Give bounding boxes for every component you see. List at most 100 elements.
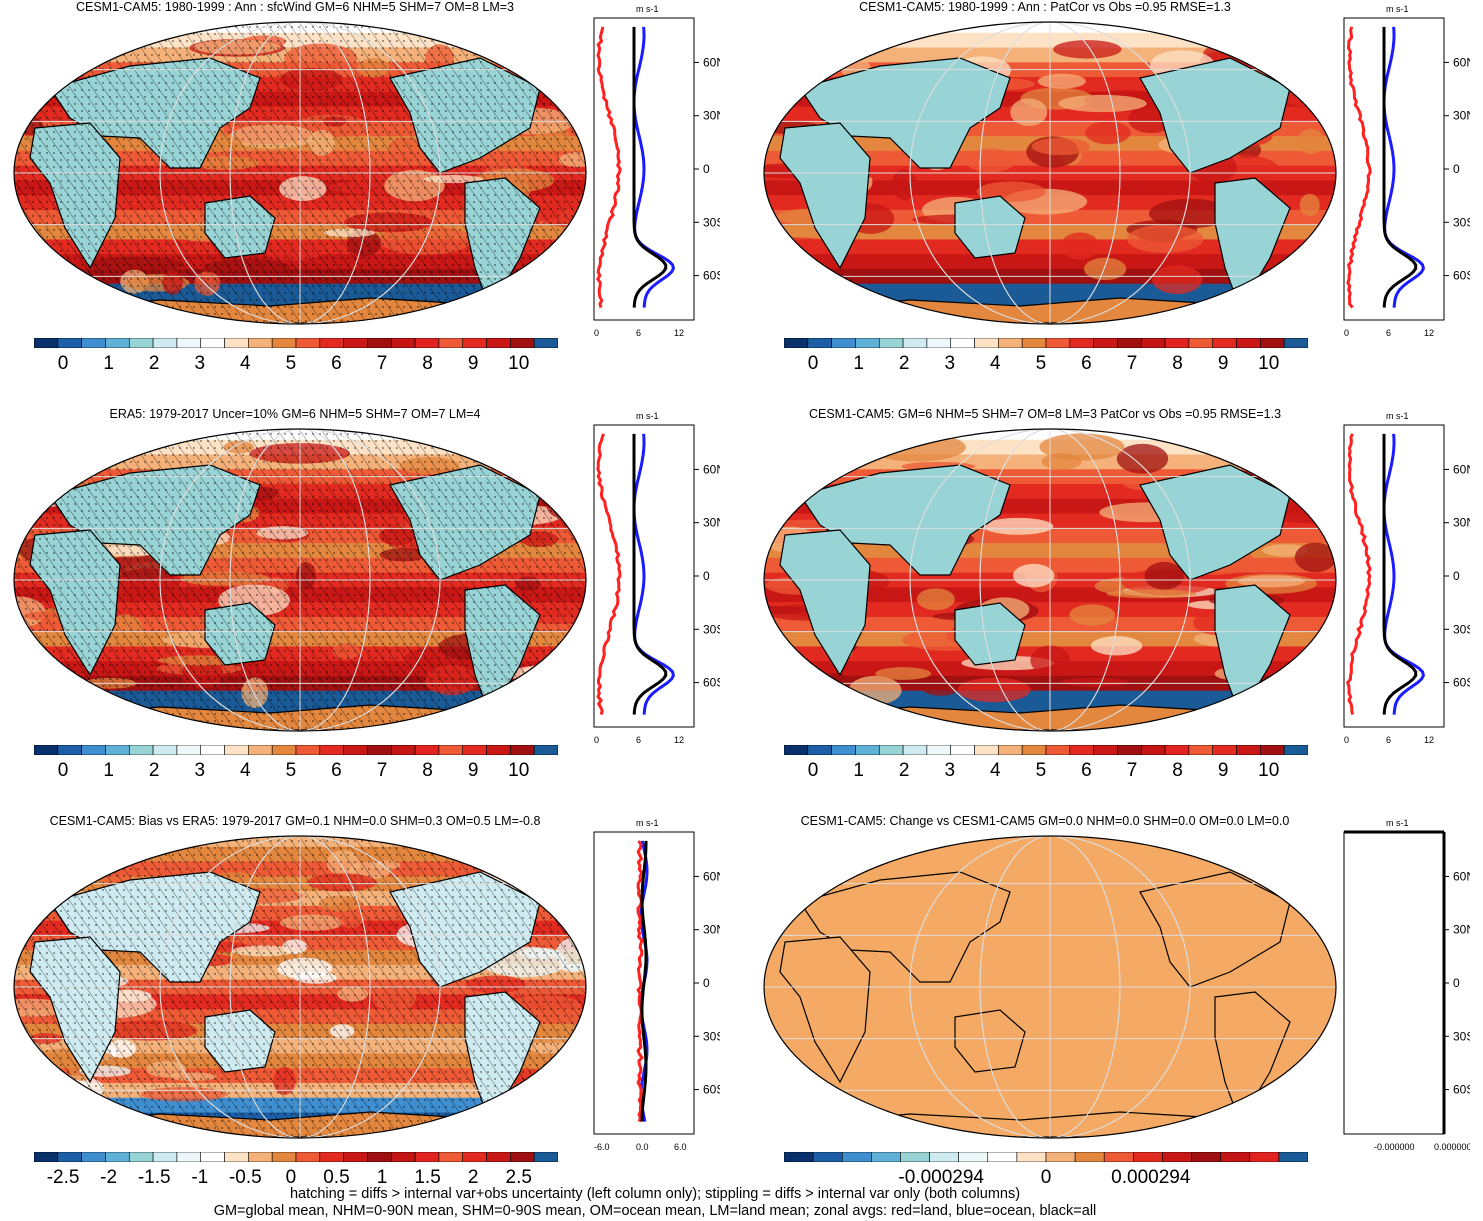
- zonal-x-tick-label: 6: [1386, 328, 1391, 338]
- colorbar-labels: 0 1 2 3 4 5 6 7 8 9 10: [34, 760, 558, 786]
- colorbar-bin: [902, 338, 928, 348]
- colorbar-bin: [1074, 1152, 1105, 1162]
- lat-tick-label: 60N: [1453, 869, 1470, 883]
- colorbar-label: 1: [103, 760, 114, 781]
- lat-tick-label: 30S: [1453, 1029, 1470, 1043]
- field-blotch: [539, 451, 586, 484]
- colorbar-label: 0: [57, 353, 69, 374]
- colorbar-labels: 0 1 2 3 4 5 6 7 8 9 10: [784, 760, 1308, 786]
- graticule-lon: [979, 22, 1121, 324]
- colorbar-bin: [1069, 745, 1094, 755]
- colorbar-bin: [438, 338, 464, 348]
- colorbar-label: 9: [467, 353, 479, 374]
- colorbar-bin: [390, 1152, 416, 1162]
- colorbar-bin: [855, 338, 880, 348]
- land-zonal-line: [1346, 26, 1372, 309]
- colorbar-label: 3: [194, 353, 206, 374]
- colorbar-bin: [831, 745, 856, 755]
- colorbar-label: 5: [285, 353, 297, 374]
- field-blotch: [1031, 137, 1090, 156]
- lat-tick-label: 60S: [703, 676, 720, 690]
- field-blotch: [1058, 94, 1147, 113]
- colorbar-label: 2: [148, 760, 160, 781]
- continent: [779, 122, 871, 270]
- map-border: [763, 835, 1337, 1139]
- colorbar-label: 2.5: [505, 1167, 532, 1188]
- colorbar-label: 2: [467, 1167, 479, 1188]
- lat-tick-label: 60N: [1453, 462, 1470, 476]
- colorbar-bin: [81, 1152, 106, 1162]
- colorbar-label: 1: [853, 760, 864, 781]
- colorbar-label: 6: [1081, 353, 1092, 374]
- zonal-x-tick-label: 12: [674, 328, 684, 338]
- colorbar-bin: [152, 745, 178, 755]
- colorbar-bin: [855, 745, 880, 755]
- colorbar-label: 3: [944, 760, 956, 781]
- colorbar-bin: [784, 745, 809, 755]
- colorbar-bin: [248, 1152, 273, 1162]
- continent: [1139, 464, 1291, 581]
- world-map: [13, 835, 587, 1139]
- colorbar-bin: [1236, 338, 1261, 348]
- colorbar-label: 10: [1258, 353, 1280, 374]
- colorbar-bin: [831, 338, 856, 348]
- colorbar-bin: [414, 1152, 440, 1162]
- field-blotch: [516, 673, 540, 703]
- colorbar-bin: [998, 338, 1023, 348]
- lat-tick-label: 60S: [703, 1083, 720, 1097]
- colorbar-bin: [1191, 1152, 1221, 1162]
- lat-tick-label: 0: [1453, 569, 1460, 583]
- panel-title: CESM1-CAM5: Change vs CESM1-CAM5 GM=0.0 …: [800, 814, 1290, 828]
- lat-tick-label: 30S: [703, 215, 720, 229]
- all-zonal-line: [1382, 433, 1418, 715]
- colorbar-bin: [1249, 1152, 1280, 1162]
- units-label: m s-1: [636, 411, 659, 421]
- colorbar-bin: [1140, 745, 1166, 755]
- all-zonal-line: [1382, 26, 1418, 308]
- colorbar-bin: [271, 338, 297, 348]
- colorbar-label: 4: [990, 353, 1001, 374]
- colorbar-label: 7: [376, 760, 388, 781]
- colorbar-bin: [176, 1152, 202, 1162]
- colorbar-label: 4: [990, 760, 1001, 781]
- colorbar-bin: [1260, 745, 1285, 755]
- continent: [954, 602, 1026, 666]
- colorbar-bin: [950, 338, 975, 348]
- field-blotch: [1010, 98, 1048, 127]
- colorbar-bin: [1164, 338, 1190, 348]
- colorbar-bin: [462, 745, 487, 755]
- colorbar-label: 4: [240, 760, 251, 781]
- colorbar-bin: [1278, 1152, 1308, 1162]
- ocean-zonal-line: [632, 433, 675, 715]
- units-label: m s-1: [636, 4, 659, 14]
- colorbar-bin: [128, 338, 154, 348]
- colorbar-bin: [1133, 1152, 1163, 1162]
- units-label: m s-1: [636, 818, 659, 828]
- colorbar-bin: [367, 338, 392, 348]
- colorbar-bin: [462, 338, 487, 348]
- field-blotch: [14, 863, 75, 879]
- colorbar-bin: [390, 338, 416, 348]
- footer-line-2: GM=global mean, NHM=0-90N mean, SHM=0-90…: [213, 1203, 1097, 1219]
- colorbar-bin: [57, 338, 82, 348]
- colorbar-label: 1: [376, 1167, 388, 1188]
- field-blotch: [1060, 232, 1100, 260]
- field-blotch: [1237, 575, 1305, 588]
- zonal-x-tick-label: 12: [1424, 735, 1434, 745]
- colorbar-bin: [1260, 338, 1285, 348]
- colorbar-bin: [176, 338, 202, 348]
- colorbar-bin: [152, 1152, 178, 1162]
- lat-tick-label: 30N: [1453, 516, 1470, 530]
- colorbar-bin: [1117, 745, 1142, 755]
- colorbar-bin: [271, 1152, 297, 1162]
- colorbar-bin: [784, 1152, 814, 1162]
- colorbar-label: 2: [898, 760, 910, 781]
- colorbar-labels: -0.000294 0 0.000294: [784, 1167, 1308, 1193]
- colorbar-bin: [841, 1152, 872, 1162]
- world-map: [763, 428, 1337, 732]
- zonal-x-tick-label: 12: [674, 735, 684, 745]
- land-zonal-line: [1346, 433, 1372, 715]
- colorbar-bin: [105, 1152, 130, 1162]
- zonal-x-tick-label: -0.000000: [1374, 1142, 1415, 1152]
- field-blotch: [1090, 636, 1143, 656]
